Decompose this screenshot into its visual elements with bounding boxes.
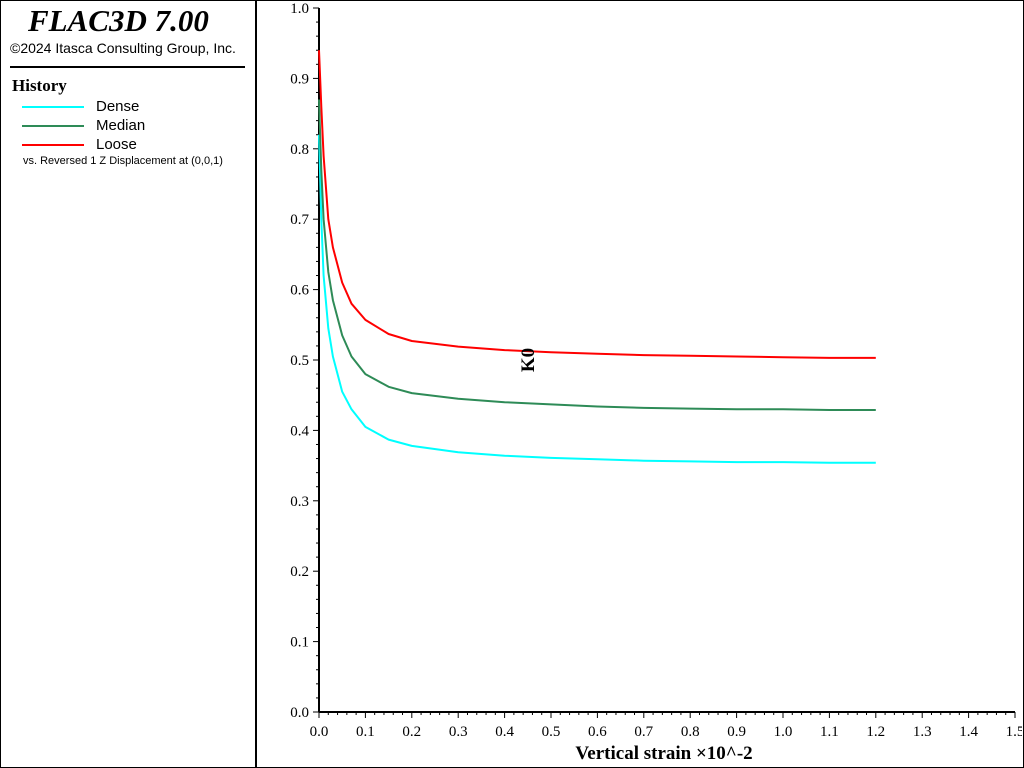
y-tick-label: 0.5 bbox=[290, 353, 309, 369]
x-tick-label: 0.0 bbox=[310, 724, 329, 740]
x-tick-label: 0.1 bbox=[356, 724, 375, 740]
copyright-text: ©2024 Itasca Consulting Group, Inc. bbox=[10, 40, 236, 56]
legend-label-dense: Dense bbox=[96, 98, 140, 115]
app-title: FLAC3D 7.00 bbox=[28, 3, 209, 38]
chart-series-layer bbox=[318, 50, 876, 464]
legend-swatch-dense bbox=[22, 106, 84, 108]
y-tick-label: 0.2 bbox=[290, 564, 309, 580]
x-tick-label: 1.4 bbox=[959, 724, 978, 740]
chart-axes: 0.0 0.1 0.2 0.3 0.4 0.5 0.6 0.7 0.8 0.9 1.0 0.0 0.1 0… bbox=[290, 1, 1022, 740]
y-tick-label: 0.8 bbox=[290, 142, 309, 158]
y-axis-title: K0 bbox=[518, 348, 539, 372]
y-tick-label: 0.7 bbox=[290, 212, 309, 228]
x-tick-label: 1.3 bbox=[913, 724, 932, 740]
legend-label-median: Median bbox=[96, 117, 146, 134]
legend-item-loose: Loose bbox=[22, 136, 242, 154]
x-axis-title: Vertical strain ×10^-2 bbox=[575, 743, 752, 764]
y-tick-label: 0.3 bbox=[290, 494, 309, 510]
panel-divider bbox=[255, 0, 257, 768]
x-tick-label: 1.0 bbox=[774, 724, 793, 740]
x-tick-label: 1.2 bbox=[866, 724, 885, 740]
x-tick-label: 0.3 bbox=[449, 724, 468, 740]
legend-swatch-median bbox=[22, 125, 84, 127]
y-tick-label: 0.6 bbox=[290, 283, 309, 299]
x-tick-label: 0.6 bbox=[588, 724, 607, 740]
x-tick-label: 0.9 bbox=[727, 724, 746, 740]
legend-item-median: Median bbox=[22, 117, 242, 135]
x-tick-label: 0.8 bbox=[681, 724, 700, 740]
x-tick-label: 1.1 bbox=[820, 724, 839, 740]
series-line-median bbox=[318, 99, 876, 411]
y-tick-label: 0.0 bbox=[290, 705, 309, 721]
x-tick-label: 0.7 bbox=[634, 724, 653, 740]
series-line-dense bbox=[318, 134, 876, 464]
series-line-loose bbox=[318, 50, 876, 359]
legend-note: vs. Reversed 1 Z Displacement at (0,0,1) bbox=[23, 155, 223, 167]
legend-label-loose: Loose bbox=[96, 136, 137, 153]
x-tick-label: 1.5 bbox=[1006, 724, 1022, 740]
x-tick-label: 0.2 bbox=[402, 724, 421, 740]
x-tick-label: 0.5 bbox=[542, 724, 561, 740]
x-tick-label: 0.4 bbox=[495, 724, 514, 740]
legend-title: History bbox=[12, 76, 67, 95]
legend-swatch-loose bbox=[22, 144, 84, 146]
y-tick-label: 0.4 bbox=[290, 423, 309, 439]
legend-divider bbox=[10, 66, 245, 68]
y-tick-label: 1.0 bbox=[290, 1, 309, 17]
history-chart: 0.0 0.1 0.2 0.3 0.4 0.5 0.6 0.7 0.8 0.9 1.0 0.0 0.1 0… bbox=[290, 1, 1022, 764]
legend-item-dense: Dense bbox=[22, 98, 242, 116]
y-tick-label: 0.9 bbox=[290, 71, 309, 87]
y-tick-label: 0.1 bbox=[290, 635, 309, 651]
